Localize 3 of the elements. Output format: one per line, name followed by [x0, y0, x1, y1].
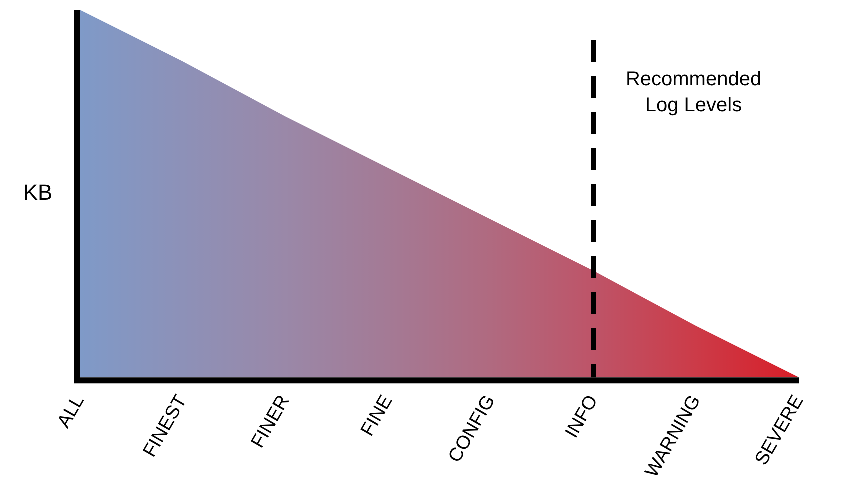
y-axis-title: KB — [23, 180, 53, 205]
x-tick-label: ALL — [54, 392, 89, 432]
ref-line-label: Recommended Log Levels — [626, 68, 762, 117]
